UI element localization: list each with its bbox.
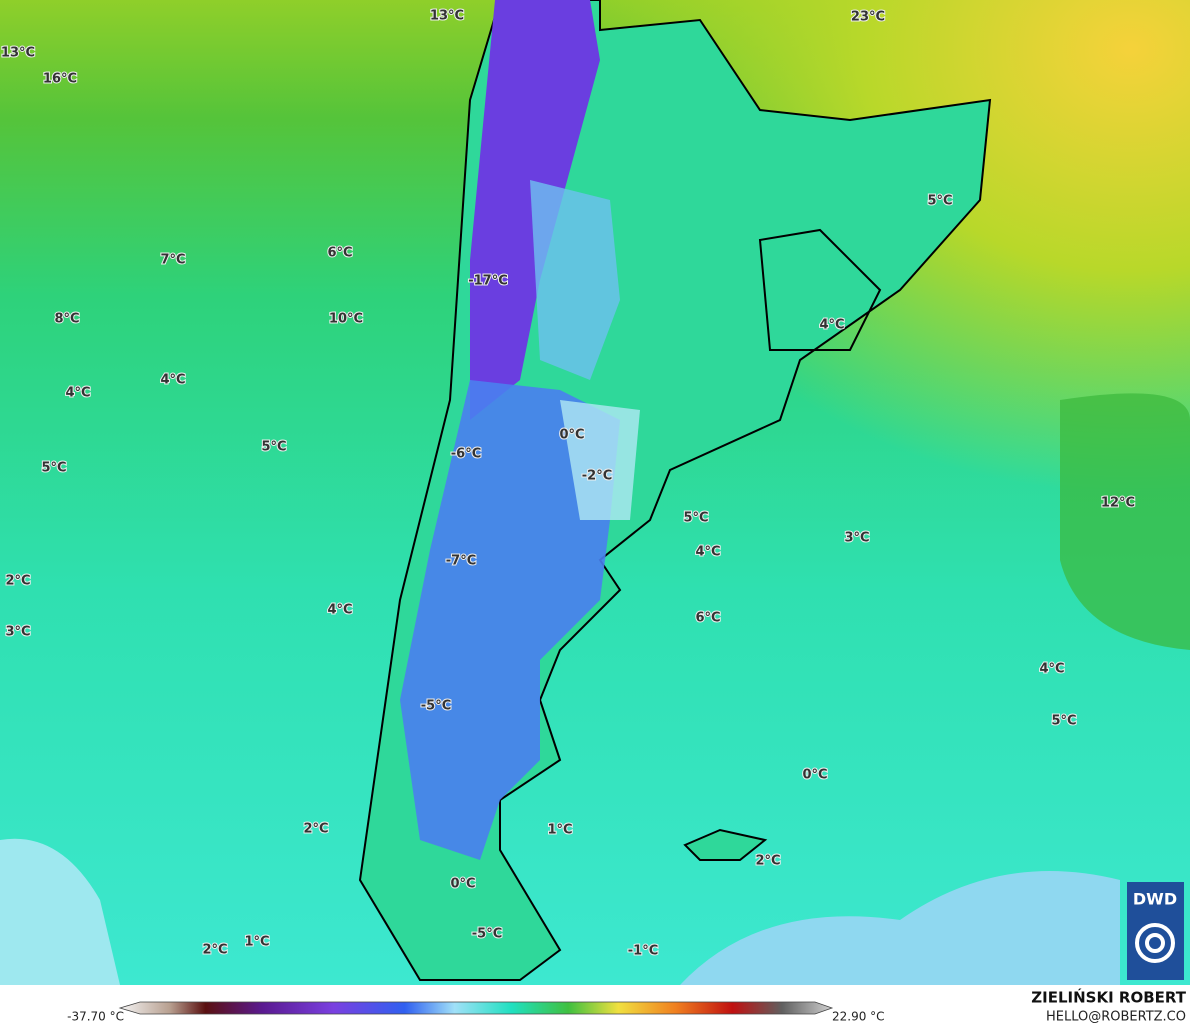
map (0, 0, 1190, 985)
temp-label: 2°C (303, 822, 328, 837)
temp-label: 8°C (54, 312, 79, 327)
temp-label: 6°C (695, 611, 720, 626)
temp-label: 5°C (261, 440, 286, 455)
temp-label: 13°C (1, 46, 35, 61)
logo-text: DWD (1133, 890, 1177, 909)
temp-label: 3°C (844, 531, 869, 546)
interior-cold (530, 180, 620, 380)
temp-label: 4°C (160, 373, 185, 388)
interior-cool (560, 400, 640, 520)
temp-label: -1°C (628, 944, 658, 959)
patagonia-cold (400, 380, 620, 860)
temp-label: 1°C (547, 823, 572, 838)
uruguay-border (758, 228, 882, 351)
islands (683, 828, 768, 861)
colorbar: -37.70 °C 22.90 °C (67, 1001, 885, 1024)
temp-label: -17°C (468, 274, 508, 289)
temp-label: 5°C (927, 194, 952, 209)
credit-contact: HELLO@ROBERTZ.CO (1046, 1010, 1186, 1025)
temp-label: -5°C (472, 927, 502, 942)
colorbar-bar (118, 1001, 834, 1015)
temp-label: 1°C (244, 935, 269, 950)
temp-label: 4°C (327, 603, 352, 618)
dwd-logo: DWD (1127, 882, 1184, 980)
credit-name: ZIELIŃSKI ROBERT (1031, 988, 1186, 1007)
temperature-labels: 13°C 23°C 13°C 16°C 7°C 6°C -17°C 8°C 10°C 4°C 4°C… (0, 8, 1136, 960)
temp-label: 0°C (802, 768, 827, 783)
temp-label: -7°C (446, 554, 476, 569)
temp-label: 16°C (43, 72, 77, 87)
temp-label: 2°C (755, 854, 780, 869)
colorbar-min: -37.70 °C (67, 1010, 124, 1024)
temp-label: 3°C (5, 625, 30, 640)
temp-label: -2°C (582, 469, 612, 484)
temp-label: 23°C (851, 10, 885, 25)
temp-label: 5°C (41, 461, 66, 476)
temp-label: 13°C (430, 9, 464, 24)
temp-label: 0°C (559, 428, 584, 443)
logo-swirl (1135, 923, 1175, 963)
temp-label: 4°C (1039, 662, 1064, 677)
temp-label: 2°C (5, 574, 30, 589)
temp-label: -6°C (451, 447, 481, 462)
cold-patch (680, 871, 1120, 985)
warm-patch (1060, 393, 1190, 650)
temp-label: 4°C (695, 545, 720, 560)
temp-label: 0°C (450, 877, 475, 892)
temp-label: 4°C (819, 318, 844, 333)
temp-label: 5°C (683, 511, 708, 526)
logo-box (1127, 882, 1184, 980)
temp-label: 2°C (202, 943, 227, 958)
temp-label: 5°C (1051, 714, 1076, 729)
temp-label: 12°C (1101, 496, 1135, 511)
temp-label: 6°C (327, 246, 352, 261)
temp-label: -5°C (421, 699, 451, 714)
temp-label: 7°C (160, 253, 185, 268)
cold-patch (0, 838, 120, 985)
colorbar-max: 22.90 °C (832, 1010, 885, 1024)
logo-swirl (1145, 933, 1165, 953)
temp-label: 10°C (329, 312, 363, 327)
temp-label: 4°C (65, 386, 90, 401)
